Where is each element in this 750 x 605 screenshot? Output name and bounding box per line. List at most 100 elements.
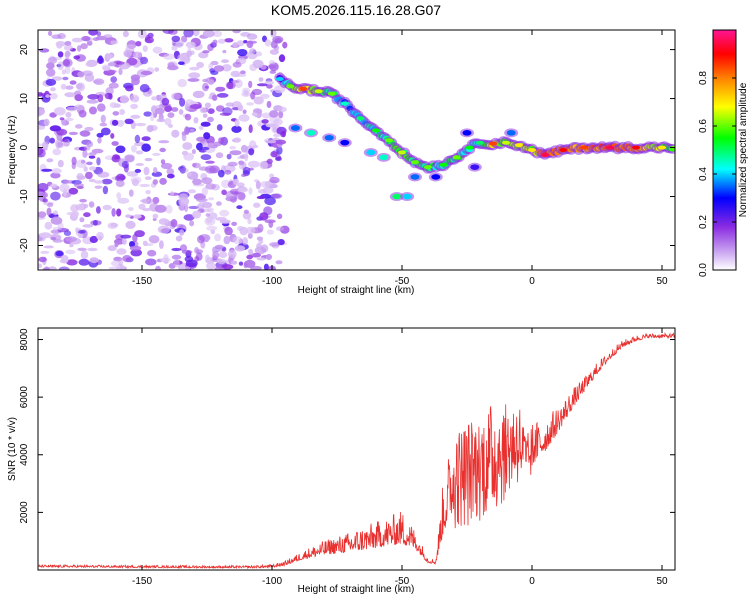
noise-blob	[217, 258, 227, 265]
noise-blob	[206, 225, 218, 231]
noise-blob	[265, 253, 272, 261]
noise-blob	[110, 76, 117, 83]
noise-blob	[52, 226, 62, 231]
noise-blob	[175, 235, 183, 242]
noise-blob	[243, 40, 248, 44]
noise-blob	[142, 45, 148, 52]
ridge-peak	[489, 141, 497, 146]
noise-blob	[64, 41, 72, 46]
noise-blob	[155, 265, 161, 270]
snr-axes: -150 -100 -50 0 50 2000 4000 6000 8000	[19, 328, 675, 587]
noise-blob	[202, 113, 208, 118]
noise-blob	[100, 114, 106, 124]
noise-blob	[192, 210, 202, 219]
noise-blob	[277, 106, 287, 113]
noise-blob	[158, 140, 170, 144]
noise-blob	[39, 48, 50, 53]
noise-blob	[84, 126, 94, 132]
noise-blob	[215, 152, 224, 159]
noise-blob	[88, 152, 97, 156]
secondary-cell	[366, 149, 376, 156]
noise-blob	[238, 261, 244, 266]
noise-blob	[258, 77, 264, 82]
noise-blob	[50, 172, 61, 179]
colorbar-gradient	[712, 29, 737, 271]
noise-blob	[276, 226, 284, 231]
noise-blob	[225, 81, 236, 90]
noise-blob	[97, 137, 102, 144]
secondary-cell	[379, 154, 389, 161]
noise-blob	[155, 107, 165, 115]
noise-blob	[43, 118, 50, 127]
noise-blob	[203, 132, 211, 140]
noise-blob	[269, 110, 279, 118]
noise-blob	[219, 112, 231, 116]
noise-blob	[171, 247, 182, 252]
noise-blob	[89, 106, 97, 115]
noise-blob	[57, 51, 64, 58]
heatmap-x-axis-label: Height of straight line (km)	[298, 285, 415, 296]
noise-blob	[88, 30, 98, 36]
noise-blob	[45, 78, 57, 86]
noise-blob	[143, 111, 152, 117]
noise-blob	[135, 150, 144, 155]
heatmap-frame	[37, 29, 676, 271]
noise-blob	[200, 121, 211, 127]
noise-blob	[125, 155, 135, 163]
ridge-peak	[580, 145, 588, 150]
noise-blob	[237, 187, 248, 193]
noise-blob	[256, 236, 263, 241]
noise-blob	[205, 254, 210, 261]
noise-blob	[96, 157, 101, 166]
ridge-peak	[606, 145, 614, 150]
noise-blob	[69, 80, 77, 85]
noise-blob	[201, 177, 213, 185]
noise-blob	[224, 169, 232, 175]
noise-blob	[216, 124, 223, 131]
noise-blob	[193, 117, 199, 124]
noise-blob	[96, 206, 101, 214]
noise-blob	[152, 46, 163, 54]
noise-blob	[230, 260, 238, 265]
noise-blob	[219, 209, 230, 217]
noise-blob	[116, 208, 122, 217]
noise-blob	[269, 70, 277, 74]
noise-blob	[158, 218, 169, 225]
noise-blob	[250, 91, 256, 100]
secondary-cell	[410, 174, 420, 180]
noise-blob	[226, 153, 232, 160]
noise-blob	[65, 111, 72, 118]
noise-blob	[253, 96, 264, 105]
heatmap-cells	[38, 30, 675, 270]
ridge-peak	[632, 145, 640, 150]
noise-blob	[116, 119, 125, 127]
secondary-cell	[506, 130, 516, 136]
noise-blob	[224, 226, 233, 236]
noise-blob	[117, 197, 130, 204]
noise-blob	[192, 30, 200, 37]
snr-x-tick-label: -50	[395, 576, 410, 587]
noise-blob	[135, 122, 147, 127]
noise-blob	[55, 250, 64, 257]
noise-blob	[144, 176, 152, 181]
noise-blob	[135, 41, 142, 47]
noise-blob	[83, 212, 91, 218]
noise-blob	[123, 49, 132, 58]
noise-blob	[130, 249, 142, 257]
noise-blob	[248, 248, 253, 254]
ridge-peak	[541, 152, 549, 157]
noise-blob	[233, 137, 242, 143]
noise-blob	[96, 231, 104, 241]
noise-blob	[210, 70, 219, 76]
noise-blob	[140, 70, 153, 76]
noise-blob	[68, 131, 78, 136]
noise-blob	[237, 49, 248, 57]
noise-blob	[73, 55, 81, 60]
noise-blob	[246, 254, 253, 260]
noise-blob	[196, 136, 206, 142]
noise-blob	[191, 149, 196, 155]
noise-blob	[106, 40, 111, 45]
noise-blob	[189, 220, 195, 227]
ridge-peak	[299, 86, 308, 91]
noise-blob	[50, 92, 58, 100]
